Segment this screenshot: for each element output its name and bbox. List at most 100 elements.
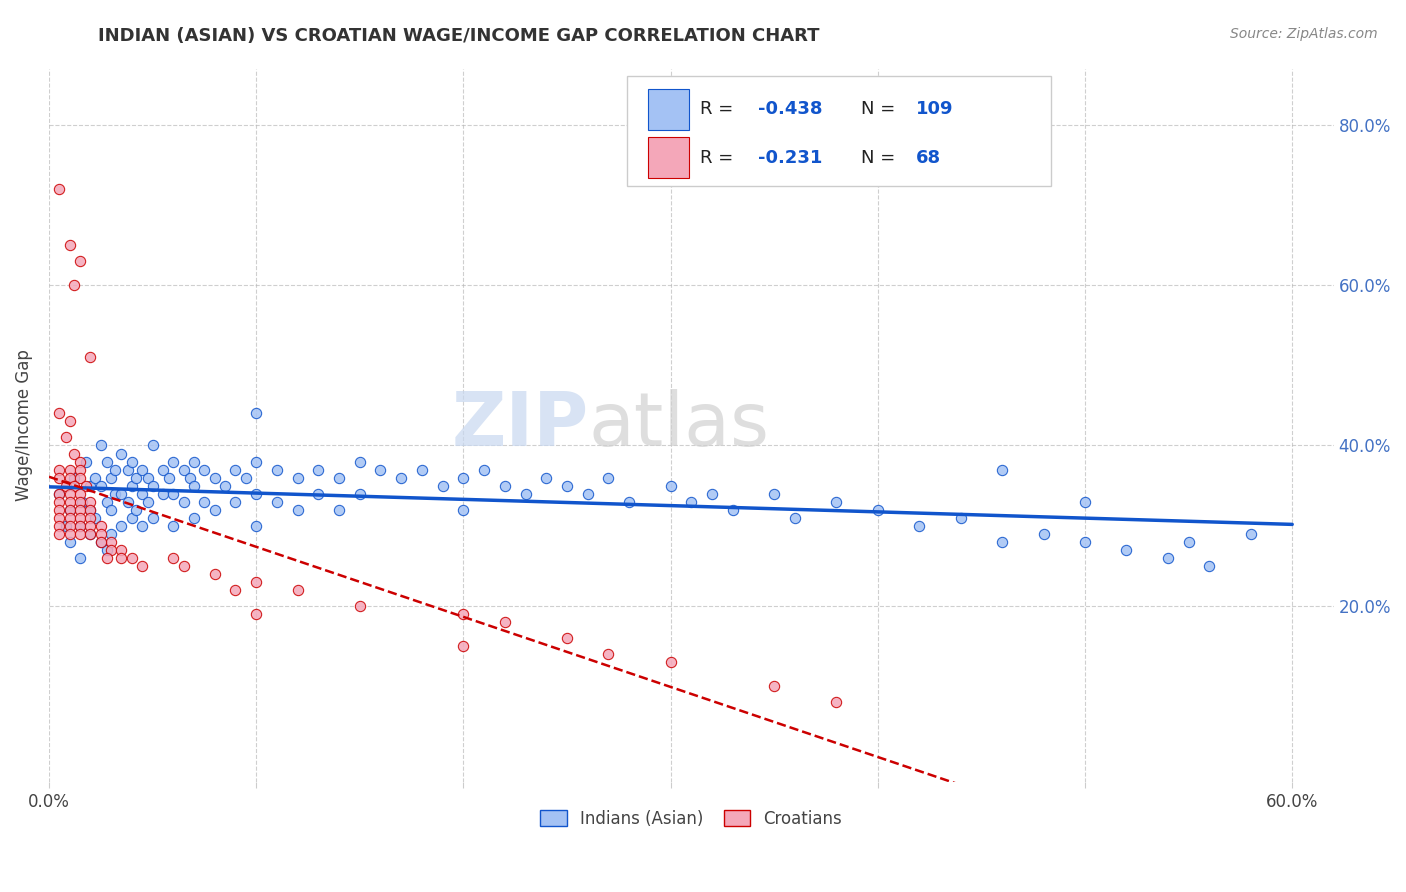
Point bbox=[204, 566, 226, 581]
Point bbox=[59, 470, 82, 484]
Point bbox=[173, 494, 195, 508]
Point bbox=[110, 446, 132, 460]
Point bbox=[48, 502, 70, 516]
Point bbox=[162, 454, 184, 468]
Point bbox=[328, 470, 350, 484]
Point bbox=[152, 462, 174, 476]
Point bbox=[173, 462, 195, 476]
Point bbox=[69, 470, 91, 484]
Point bbox=[96, 454, 118, 468]
Point bbox=[69, 550, 91, 565]
Point bbox=[48, 494, 70, 508]
Point bbox=[69, 510, 91, 524]
Y-axis label: Wage/Income Gap: Wage/Income Gap bbox=[15, 350, 32, 501]
Point bbox=[90, 518, 112, 533]
Point bbox=[96, 494, 118, 508]
Point bbox=[598, 647, 620, 661]
Point bbox=[204, 470, 226, 484]
Point bbox=[453, 607, 475, 621]
Point bbox=[96, 550, 118, 565]
Point bbox=[70, 494, 93, 508]
Point bbox=[138, 494, 160, 508]
Point bbox=[79, 502, 101, 516]
Point bbox=[555, 631, 578, 645]
Point bbox=[266, 462, 288, 476]
Point bbox=[453, 470, 475, 484]
Point bbox=[152, 486, 174, 500]
Point bbox=[100, 526, 122, 541]
Point bbox=[131, 462, 153, 476]
Legend: Indians (Asian), Croatians: Indians (Asian), Croatians bbox=[533, 804, 849, 835]
Point bbox=[48, 406, 70, 420]
Point bbox=[349, 599, 371, 613]
Point bbox=[659, 478, 682, 492]
Point bbox=[69, 526, 91, 541]
Point bbox=[63, 470, 86, 484]
Point bbox=[287, 470, 309, 484]
Text: atlas: atlas bbox=[589, 389, 769, 462]
Point bbox=[138, 470, 160, 484]
Point bbox=[162, 518, 184, 533]
Point bbox=[110, 542, 132, 557]
Point bbox=[576, 486, 599, 500]
Point bbox=[79, 351, 101, 365]
Point bbox=[1240, 526, 1263, 541]
Point bbox=[59, 414, 82, 428]
Point bbox=[245, 486, 267, 500]
Point bbox=[131, 486, 153, 500]
Point bbox=[204, 502, 226, 516]
Point bbox=[55, 518, 77, 533]
Point bbox=[79, 478, 101, 492]
Text: -0.231: -0.231 bbox=[758, 149, 823, 167]
Point bbox=[59, 486, 82, 500]
Point bbox=[125, 470, 148, 484]
Point bbox=[245, 574, 267, 589]
Point bbox=[1177, 534, 1199, 549]
Point bbox=[307, 462, 329, 476]
Point bbox=[494, 478, 516, 492]
Point bbox=[63, 446, 86, 460]
Text: Source: ZipAtlas.com: Source: ZipAtlas.com bbox=[1230, 27, 1378, 41]
Point bbox=[142, 478, 165, 492]
Point bbox=[142, 438, 165, 452]
Point bbox=[825, 494, 848, 508]
Point bbox=[90, 526, 112, 541]
Point bbox=[193, 494, 215, 508]
Point bbox=[142, 510, 165, 524]
Point bbox=[125, 502, 148, 516]
Point bbox=[224, 462, 246, 476]
Point bbox=[681, 494, 703, 508]
Point bbox=[991, 462, 1014, 476]
Point bbox=[991, 534, 1014, 549]
Point bbox=[162, 550, 184, 565]
Point bbox=[235, 470, 257, 484]
Point bbox=[83, 470, 105, 484]
Point bbox=[783, 510, 806, 524]
Point bbox=[48, 510, 70, 524]
Point bbox=[763, 679, 786, 693]
Point bbox=[59, 238, 82, 252]
Point bbox=[121, 550, 143, 565]
Point bbox=[79, 526, 101, 541]
Point bbox=[224, 494, 246, 508]
Text: N =: N = bbox=[860, 100, 896, 119]
Point bbox=[69, 502, 91, 516]
Point bbox=[1115, 542, 1137, 557]
Point bbox=[349, 454, 371, 468]
Point bbox=[763, 486, 786, 500]
Point bbox=[121, 510, 143, 524]
Point bbox=[48, 518, 70, 533]
Text: 109: 109 bbox=[917, 100, 953, 119]
Point bbox=[59, 534, 82, 549]
Point bbox=[287, 502, 309, 516]
Point bbox=[121, 454, 143, 468]
Point bbox=[1157, 550, 1180, 565]
Point bbox=[389, 470, 412, 484]
Point bbox=[453, 639, 475, 653]
Point bbox=[79, 518, 101, 533]
Point bbox=[69, 254, 91, 268]
Point bbox=[721, 502, 744, 516]
Point bbox=[59, 502, 82, 516]
FancyBboxPatch shape bbox=[627, 76, 1052, 186]
Point bbox=[193, 462, 215, 476]
